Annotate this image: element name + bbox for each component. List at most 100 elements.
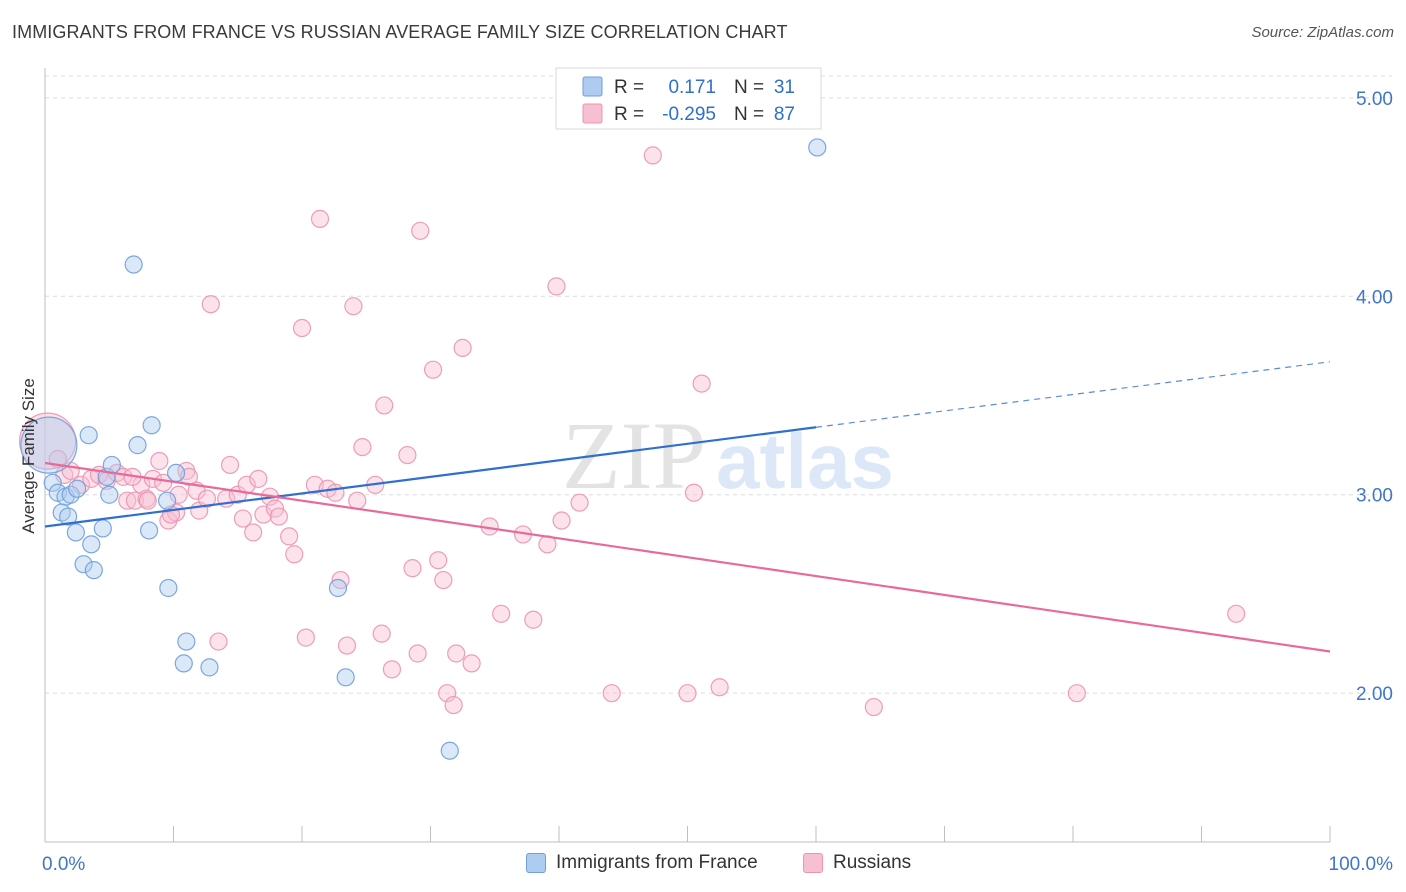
russians-point-66 (462, 654, 481, 673)
russians-point-64 (444, 695, 463, 715)
stats-r-value-russians: -0.295 (662, 104, 716, 125)
source-label: Source: ZipAtlas.com (1251, 24, 1394, 41)
france-point-1 (43, 473, 62, 492)
france-point-13 (93, 519, 112, 538)
stats-n-label-france: N = (734, 77, 764, 98)
russians-point-75 (602, 684, 621, 703)
y-axis-label: Average Family Size (19, 378, 38, 534)
france-point-24 (177, 632, 196, 651)
legend-item-france: Immigrants from France (526, 852, 758, 874)
russians-point-54 (382, 660, 402, 679)
y-tick-label-3: 5.00 (1356, 89, 1393, 110)
stats-r-value-france: 0.171 (668, 77, 716, 98)
russians-trend-line (44, 461, 1331, 653)
russians-point-63 (447, 644, 466, 663)
russians-point-32 (244, 523, 263, 542)
russians-point-19 (169, 485, 188, 504)
france-point-28 (336, 668, 355, 687)
france-point-7 (59, 507, 78, 526)
russians-point-55 (398, 445, 417, 465)
france-point-23 (166, 463, 186, 482)
russians-point-43 (310, 209, 330, 228)
series-legend: Immigrants from France Russians (0, 852, 1406, 878)
france-point-25 (174, 654, 193, 673)
russians-point-70 (524, 610, 543, 629)
legend-item-russians: Russians (803, 852, 911, 874)
russians-point-65 (453, 338, 472, 357)
russians-point-53 (375, 396, 394, 415)
france-point-6 (66, 523, 85, 542)
watermark-atlas: atlas (716, 417, 894, 505)
russians-point-26 (209, 632, 228, 651)
france-point-19 (139, 521, 159, 540)
france-point-8 (68, 479, 87, 498)
grid-lines (45, 75, 1392, 694)
stats-n-label-russians: N = (734, 104, 764, 125)
russians-point-77 (678, 684, 697, 703)
russians-point-34 (254, 505, 273, 524)
russians-point-41 (296, 628, 315, 647)
russians-point-48 (344, 297, 363, 316)
france-point-10 (82, 535, 101, 554)
france-points (20, 138, 827, 760)
russians-point-58 (411, 221, 430, 240)
russians-point-15 (150, 451, 169, 471)
y-tick-label-1: 3.00 (1356, 486, 1393, 507)
france-point-27 (328, 578, 348, 598)
france-point-26 (200, 658, 219, 677)
russians-point-60 (429, 551, 448, 570)
tick-labels: 2.00 3.00 4.00 5.00 0.0% 100.0% (42, 89, 1393, 875)
russians-point-39 (285, 545, 304, 564)
russians-point-38 (280, 527, 299, 546)
axes (44, 68, 1331, 843)
watermark: ZIP atlas (562, 402, 894, 509)
russians-point-25 (201, 295, 220, 314)
trend-lines (44, 361, 1331, 653)
russians-point-56 (403, 559, 422, 578)
russians-point-10 (118, 491, 137, 510)
france-point-30 (808, 138, 827, 157)
russians-point-47 (337, 636, 357, 655)
russians-point-73 (552, 511, 571, 530)
france-point-11 (74, 555, 93, 574)
stats-legend: R = 0.171 N = 31 R = -0.295 N = 87 (555, 67, 822, 130)
france-point-21 (157, 491, 177, 510)
russians-point-16 (154, 473, 173, 492)
russians-point-0 (18, 412, 77, 470)
france-trend-line (44, 426, 817, 528)
russians-point-68 (492, 604, 511, 623)
legend-label-russians: Russians (833, 852, 912, 873)
russians-point-52 (372, 624, 391, 643)
russians-point-74 (570, 493, 589, 512)
stats-r-label-russians: R = (614, 104, 644, 125)
stats-swatch-russians (582, 103, 603, 124)
russians-point-11 (125, 491, 145, 510)
watermark-zip: ZIP (562, 402, 706, 509)
russians-point-30 (233, 509, 252, 528)
france-trend-extension (815, 361, 1331, 428)
france-point-22 (159, 578, 178, 598)
france-point-18 (128, 436, 147, 455)
france-point-17 (124, 255, 143, 274)
russians-point-83 (1227, 604, 1246, 623)
stats-n-value-france: 31 (774, 77, 795, 98)
legend-swatch-france (526, 853, 546, 873)
russians-point-72 (547, 277, 566, 296)
russians-point-57 (408, 644, 427, 663)
russians-point-78 (684, 483, 704, 502)
stats-n-value-russians: 87 (774, 104, 795, 125)
russians-point-59 (423, 360, 443, 379)
russians-point-82 (1067, 684, 1086, 703)
russians-point-61 (434, 570, 453, 590)
france-point-15 (100, 485, 119, 504)
russians-point-45 (326, 483, 345, 502)
france-point-9 (79, 426, 98, 445)
russians-point-50 (353, 438, 372, 457)
russians-point-40 (292, 318, 312, 338)
russians-point-85 (138, 491, 157, 510)
russians-point-49 (348, 491, 367, 510)
france-point-29 (440, 741, 459, 760)
russians-point-79 (692, 374, 711, 393)
stats-r-label-france: R = (614, 77, 644, 98)
russians-point-37 (269, 507, 288, 526)
